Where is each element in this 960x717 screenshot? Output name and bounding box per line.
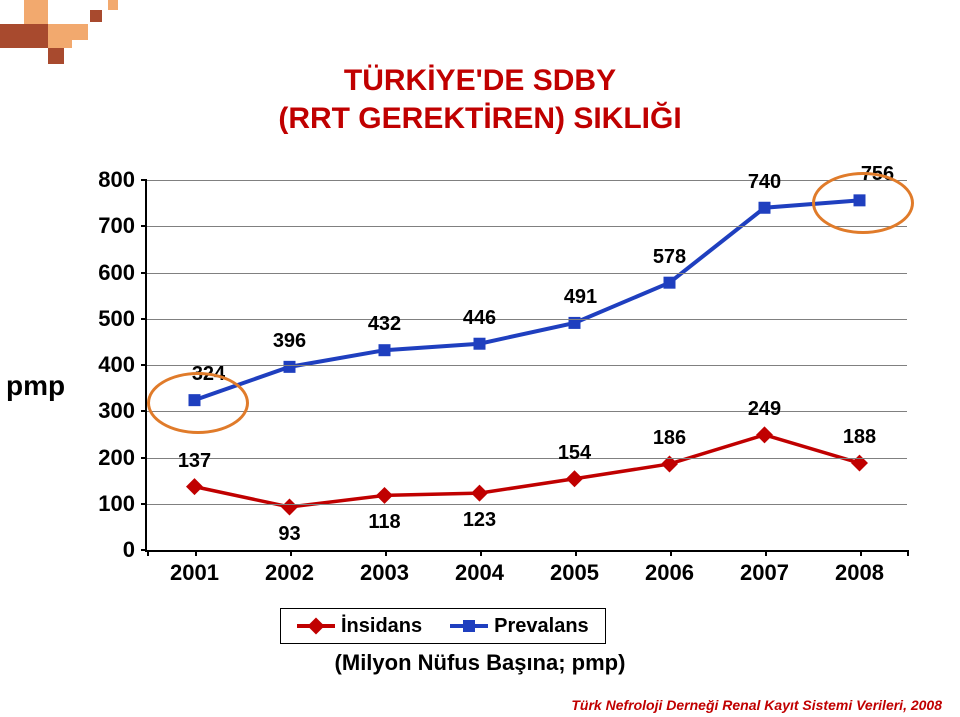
y-tick-mark (141, 364, 147, 366)
y-tick-label: 0 (123, 537, 135, 563)
x-tick-label: 2006 (645, 560, 694, 586)
legend-swatch (450, 624, 488, 628)
gridline (147, 504, 907, 505)
y-tick-label: 800 (98, 167, 135, 193)
data-label-prevalans: 491 (564, 286, 597, 309)
gridline (147, 458, 907, 459)
gridline (147, 180, 907, 181)
data-label-prevalans: 432 (368, 313, 401, 336)
y-tick-mark (141, 318, 147, 320)
data-label-insidans: 123 (463, 509, 496, 532)
ornament-block (24, 24, 48, 48)
subtitle: (Milyon Nüfus Başına; pmp) (0, 650, 960, 676)
legend-item: Prevalans (450, 615, 589, 638)
ornament-block (48, 24, 72, 48)
y-tick-label: 600 (98, 260, 135, 286)
data-label-insidans: 154 (558, 442, 591, 465)
chart-title: TÜRKİYE'DE SDBY (RRT GEREKTİREN) SIKLIĞI (0, 62, 960, 137)
y-tick-label: 300 (98, 398, 135, 424)
data-label-prevalans: 578 (653, 246, 686, 269)
gridline (147, 273, 907, 274)
x-tick-mark (480, 550, 482, 556)
y-tick-label: 500 (98, 306, 135, 332)
highlight-ellipse (147, 372, 249, 434)
x-tick-mark (575, 550, 577, 556)
gridline (147, 319, 907, 320)
data-label-prevalans: 740 (748, 171, 781, 194)
marker-insidans (471, 485, 488, 502)
y-tick-mark (141, 503, 147, 505)
x-tick-mark (195, 550, 197, 556)
marker-prevalans (664, 277, 676, 289)
y-tick-mark (141, 410, 147, 412)
legend-marker-icon (463, 620, 475, 632)
x-tick-label: 2002 (265, 560, 314, 586)
legend-marker-icon (308, 618, 325, 635)
x-tick-label: 2007 (740, 560, 789, 586)
ornament-block (108, 0, 118, 10)
x-tick-mark (147, 550, 149, 556)
data-label-insidans: 118 (368, 511, 400, 534)
title-line-1: TÜRKİYE'DE SDBY (0, 62, 960, 100)
data-label-insidans: 186 (653, 427, 686, 450)
chart-area: 0 100 200 300 400 500 600 700 800 2001 2002 2003 200… (75, 170, 925, 610)
ornament-block (24, 0, 48, 24)
data-label-insidans: 249 (748, 398, 781, 421)
plot-region: 0100200300400500600700800200120022003200… (145, 180, 907, 552)
x-tick-mark (290, 550, 292, 556)
ornament-block (72, 24, 88, 40)
x-tick-mark (385, 550, 387, 556)
data-label-prevalans: 446 (463, 307, 496, 330)
x-tick-mark (670, 550, 672, 556)
x-tick-label: 2003 (360, 560, 409, 586)
legend-label: İnsidans (341, 615, 422, 638)
ornament-block (90, 10, 102, 22)
legend: İnsidans Prevalans (280, 608, 606, 644)
legend-swatch (297, 624, 335, 628)
y-tick-mark (141, 457, 147, 459)
title-line-2: (RRT GEREKTİREN) SIKLIĞI (0, 100, 960, 138)
y-tick-label: 700 (98, 213, 135, 239)
marker-insidans (756, 426, 773, 443)
x-tick-mark (765, 550, 767, 556)
y-axis-label: pmp (6, 370, 65, 402)
y-tick-label: 400 (98, 352, 135, 378)
data-label-insidans: 188 (843, 426, 876, 449)
legend-item: İnsidans (297, 615, 422, 638)
y-tick-mark (141, 225, 147, 227)
y-tick-mark (141, 179, 147, 181)
y-tick-mark (141, 272, 147, 274)
data-label-insidans: 137 (178, 450, 211, 473)
marker-insidans (376, 487, 393, 504)
gridline (147, 411, 907, 412)
x-tick-label: 2004 (455, 560, 504, 586)
data-label-insidans: 93 (278, 523, 300, 546)
gridline (147, 365, 907, 366)
x-tick-mark (907, 550, 909, 556)
marker-insidans (281, 499, 298, 516)
marker-prevalans (759, 202, 771, 214)
marker-prevalans (284, 361, 296, 373)
y-tick-label: 100 (98, 491, 135, 517)
data-label-prevalans: 396 (273, 330, 306, 353)
legend-label: Prevalans (494, 615, 589, 638)
highlight-ellipse (812, 172, 914, 234)
series-line-insidans (195, 435, 860, 507)
marker-prevalans (474, 338, 486, 350)
marker-insidans (566, 470, 583, 487)
x-tick-label: 2001 (170, 560, 219, 586)
marker-prevalans (379, 344, 391, 356)
x-tick-mark (860, 550, 862, 556)
gridline (147, 226, 907, 227)
marker-insidans (186, 478, 203, 495)
y-tick-label: 200 (98, 445, 135, 471)
source-note: Türk Nefroloji Derneği Renal Kayıt Siste… (571, 697, 942, 713)
x-tick-label: 2008 (835, 560, 884, 586)
ornament-block (0, 24, 24, 48)
x-tick-label: 2005 (550, 560, 599, 586)
